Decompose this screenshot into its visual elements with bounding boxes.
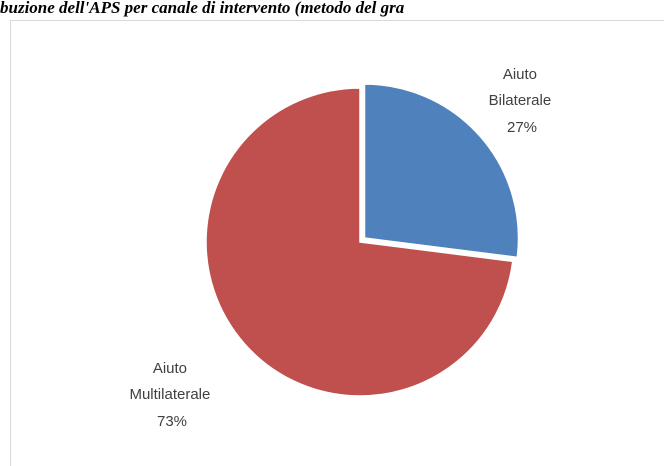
data-label-multilaterale-pct: 73% [157, 413, 187, 430]
data-label-bilaterale-line2: Bilaterale [489, 92, 552, 109]
chart-heading: buzione dell'APS per canale di intervent… [0, 0, 405, 17]
data-label-multilaterale-line1: Aiuto [153, 360, 187, 377]
data-label-aiuto-bilaterale: Aiuto Bilaterale 27% [489, 66, 556, 136]
pie-slice-aiuto-bilaterale [363, 83, 520, 259]
chart-area [10, 20, 664, 466]
pie-slice-aiuto-multilaterale [205, 87, 514, 397]
data-label-multilaterale-line2: Multilaterale [129, 386, 210, 403]
data-label-aiuto-multilaterale: Aiuto Multilaterale 73% [129, 360, 214, 430]
data-label-bilaterale-line1: Aiuto [503, 66, 537, 83]
data-label-bilaterale-pct: 27% [507, 119, 537, 136]
